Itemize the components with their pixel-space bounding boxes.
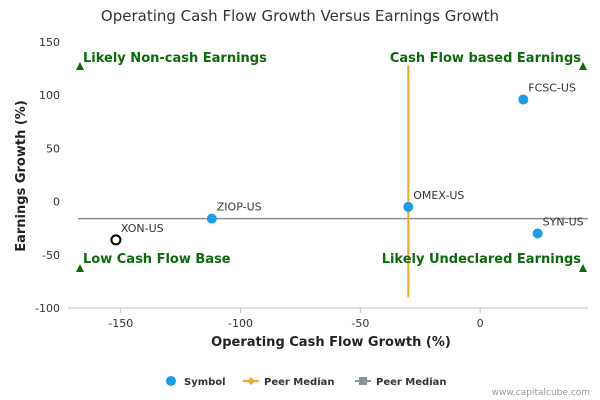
legend-diamond-marker — [247, 377, 255, 385]
data-point-label: FCSC-US — [528, 81, 576, 94]
data-points: FCSC-US OMEX-US ZIOP-US SYN-US XON-US — [110, 81, 584, 246]
x-tick-label: -100 — [228, 317, 253, 330]
quadrant-labels: Likely Non-cash Earnings Cash Flow based … — [76, 51, 587, 272]
legend-label: Symbol — [184, 377, 226, 388]
quadrant-label: Likely Non-cash Earnings — [83, 51, 267, 66]
quadrant-marker-triangle — [579, 264, 587, 272]
data-point-label: ZIOP-US — [217, 201, 262, 214]
data-point — [518, 94, 529, 105]
quadrant-marker-triangle — [76, 264, 84, 272]
x-tick-label: -150 — [108, 317, 133, 330]
quadrant-label: Likely Undeclared Earnings — [382, 252, 582, 267]
credit-text: www.capitalcube.com — [492, 388, 590, 398]
legend-square-marker — [359, 377, 367, 385]
data-point-label: SYN-US — [543, 216, 584, 229]
y-tick-label: -50 — [42, 249, 60, 262]
quadrant-marker-triangle — [579, 62, 587, 70]
legend-symbol-dot — [166, 376, 176, 386]
data-point — [403, 201, 414, 212]
x-axis-ticks: -150 -100 -50 0 — [108, 308, 484, 330]
data-point-label: XON-US — [121, 222, 164, 235]
y-tick-label: 0 — [53, 196, 60, 209]
x-tick-label: -50 — [351, 317, 369, 330]
legend-label: Peer Median — [264, 377, 335, 388]
x-axis-label: Operating Cash Flow Growth (%) — [211, 335, 451, 350]
y-tick-label: 100 — [39, 89, 60, 102]
data-point-highlighted — [110, 234, 122, 246]
quadrant-label: Cash Flow based Earnings — [390, 51, 581, 66]
chart-title: Operating Cash Flow Growth Versus Earnin… — [101, 7, 499, 25]
y-axis-label: Earnings Growth (%) — [14, 100, 29, 252]
y-tick-label: 150 — [39, 36, 60, 49]
legend: Symbol Peer Median Peer Median — [166, 376, 447, 388]
y-axis-ticks: 150 100 50 0 -50 -100 — [35, 36, 60, 315]
data-point-label: OMEX-US — [413, 189, 464, 202]
y-tick-label: -100 — [35, 302, 60, 315]
legend-label: Peer Median — [376, 377, 447, 388]
y-tick-label: 50 — [46, 142, 60, 155]
data-point — [206, 213, 217, 224]
quadrant-marker-triangle — [76, 62, 84, 70]
x-tick-label: 0 — [477, 317, 484, 330]
peer-median-lines — [78, 65, 588, 298]
data-point — [532, 228, 543, 239]
quadrant-label: Low Cash Flow Base — [83, 252, 231, 267]
